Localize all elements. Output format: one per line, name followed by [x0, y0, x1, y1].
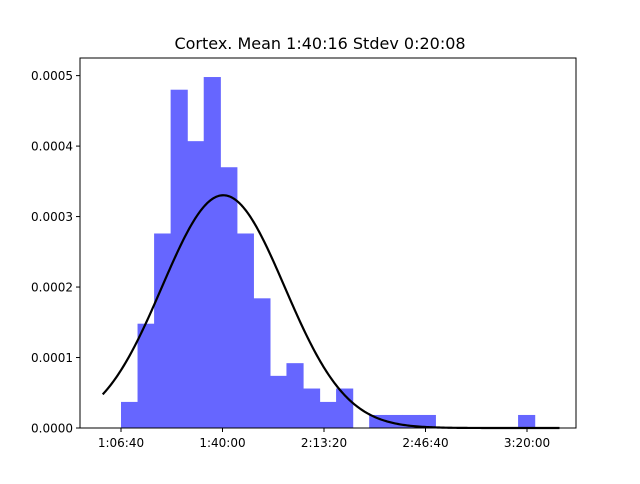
histogram-bars [121, 77, 536, 429]
histogram-bar [286, 363, 304, 428]
histogram-bar [369, 414, 387, 428]
x-tick-label: 2:46:40 [402, 436, 448, 450]
histogram-bar [418, 414, 436, 428]
y-tick-label: 0.0000 [31, 422, 73, 436]
histogram-bar [203, 77, 221, 428]
y-axis: 0.0000 0.0001 0.0002 0.0003 0.0004 0.0005 [31, 69, 80, 436]
histogram-bar [253, 298, 271, 428]
histogram-bar [121, 401, 139, 428]
histogram-bar [137, 323, 155, 428]
y-tick-label: 0.0002 [31, 281, 73, 295]
histogram-bar [302, 388, 321, 428]
y-tick-label: 0.0005 [31, 69, 73, 83]
histogram-bar [236, 233, 254, 428]
histogram-bar [269, 375, 288, 428]
histogram-bar [187, 141, 205, 428]
x-tick-label: 1:06:40 [98, 436, 144, 450]
histogram-bar [518, 414, 536, 428]
x-tick-label: 1:40:00 [199, 436, 245, 450]
chart-title: Cortex. Mean 1:40:16 Stdev 0:20:08 [174, 34, 465, 53]
y-tick-label: 0.0003 [31, 210, 73, 224]
x-axis: 1:06:40 1:40:00 2:13:20 2:46:40 3:20:00 [98, 428, 550, 450]
y-tick-label: 0.0001 [31, 351, 73, 365]
histogram-bar [170, 89, 188, 429]
plot-frame [79, 57, 577, 429]
x-tick-label: 2:13:20 [301, 436, 347, 450]
histogram-bar [220, 167, 238, 429]
y-tick-label: 0.0004 [31, 140, 73, 154]
histogram-bar [154, 233, 172, 428]
x-tick-label: 3:20:00 [504, 436, 550, 450]
histogram-bar [319, 401, 337, 428]
